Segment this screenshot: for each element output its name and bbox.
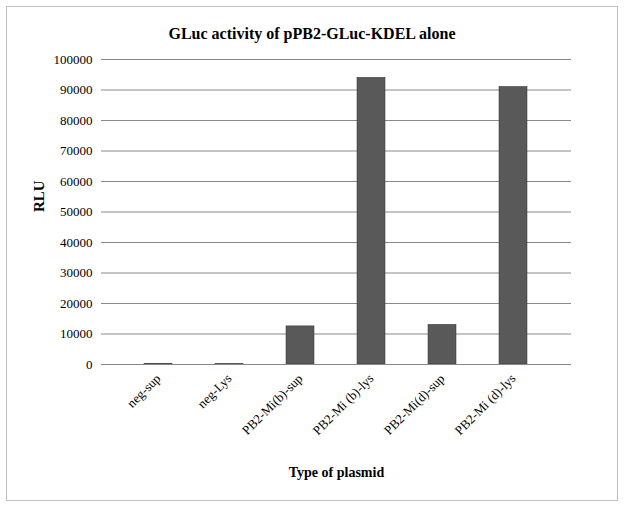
svg-text:50000: 50000 [60,204,93,219]
svg-text:neg-Lys: neg-Lys [194,371,234,411]
svg-text:PB2-Mi(d)-sup: PB2-Mi(d)-sup [381,371,448,438]
svg-text:RLU: RLU [31,180,47,212]
svg-text:Type of plasmid: Type of plasmid [289,465,385,480]
svg-text:90000: 90000 [60,82,93,97]
svg-text:40000: 40000 [60,235,93,250]
html-text:GLuc activity of pPB2-GLuc-KDE: GLuc activity of pPB2-GLuc-KDEL alone [168,25,456,42]
svg-text:100000: 100000 [54,52,93,67]
svg-text:80000: 80000 [60,113,93,128]
svg-text:60000: 60000 [60,174,93,189]
svg-text:PB2-Mi (d)-lys: PB2-Mi (d)-lys [452,371,519,438]
svg-text:30000: 30000 [60,265,93,280]
svg-text:0: 0 [86,357,93,372]
svg-text:70000: 70000 [60,143,93,158]
svg-text:PB2-Mi(b)-sup: PB2-Mi(b)-sup [239,371,306,438]
svg-text:10000: 10000 [60,326,93,341]
svg-text:PB2-Mi (b)-lys: PB2-Mi (b)-lys [310,371,377,438]
svg-text:neg-sup: neg-sup [124,371,164,411]
svg-text:20000: 20000 [60,296,93,311]
